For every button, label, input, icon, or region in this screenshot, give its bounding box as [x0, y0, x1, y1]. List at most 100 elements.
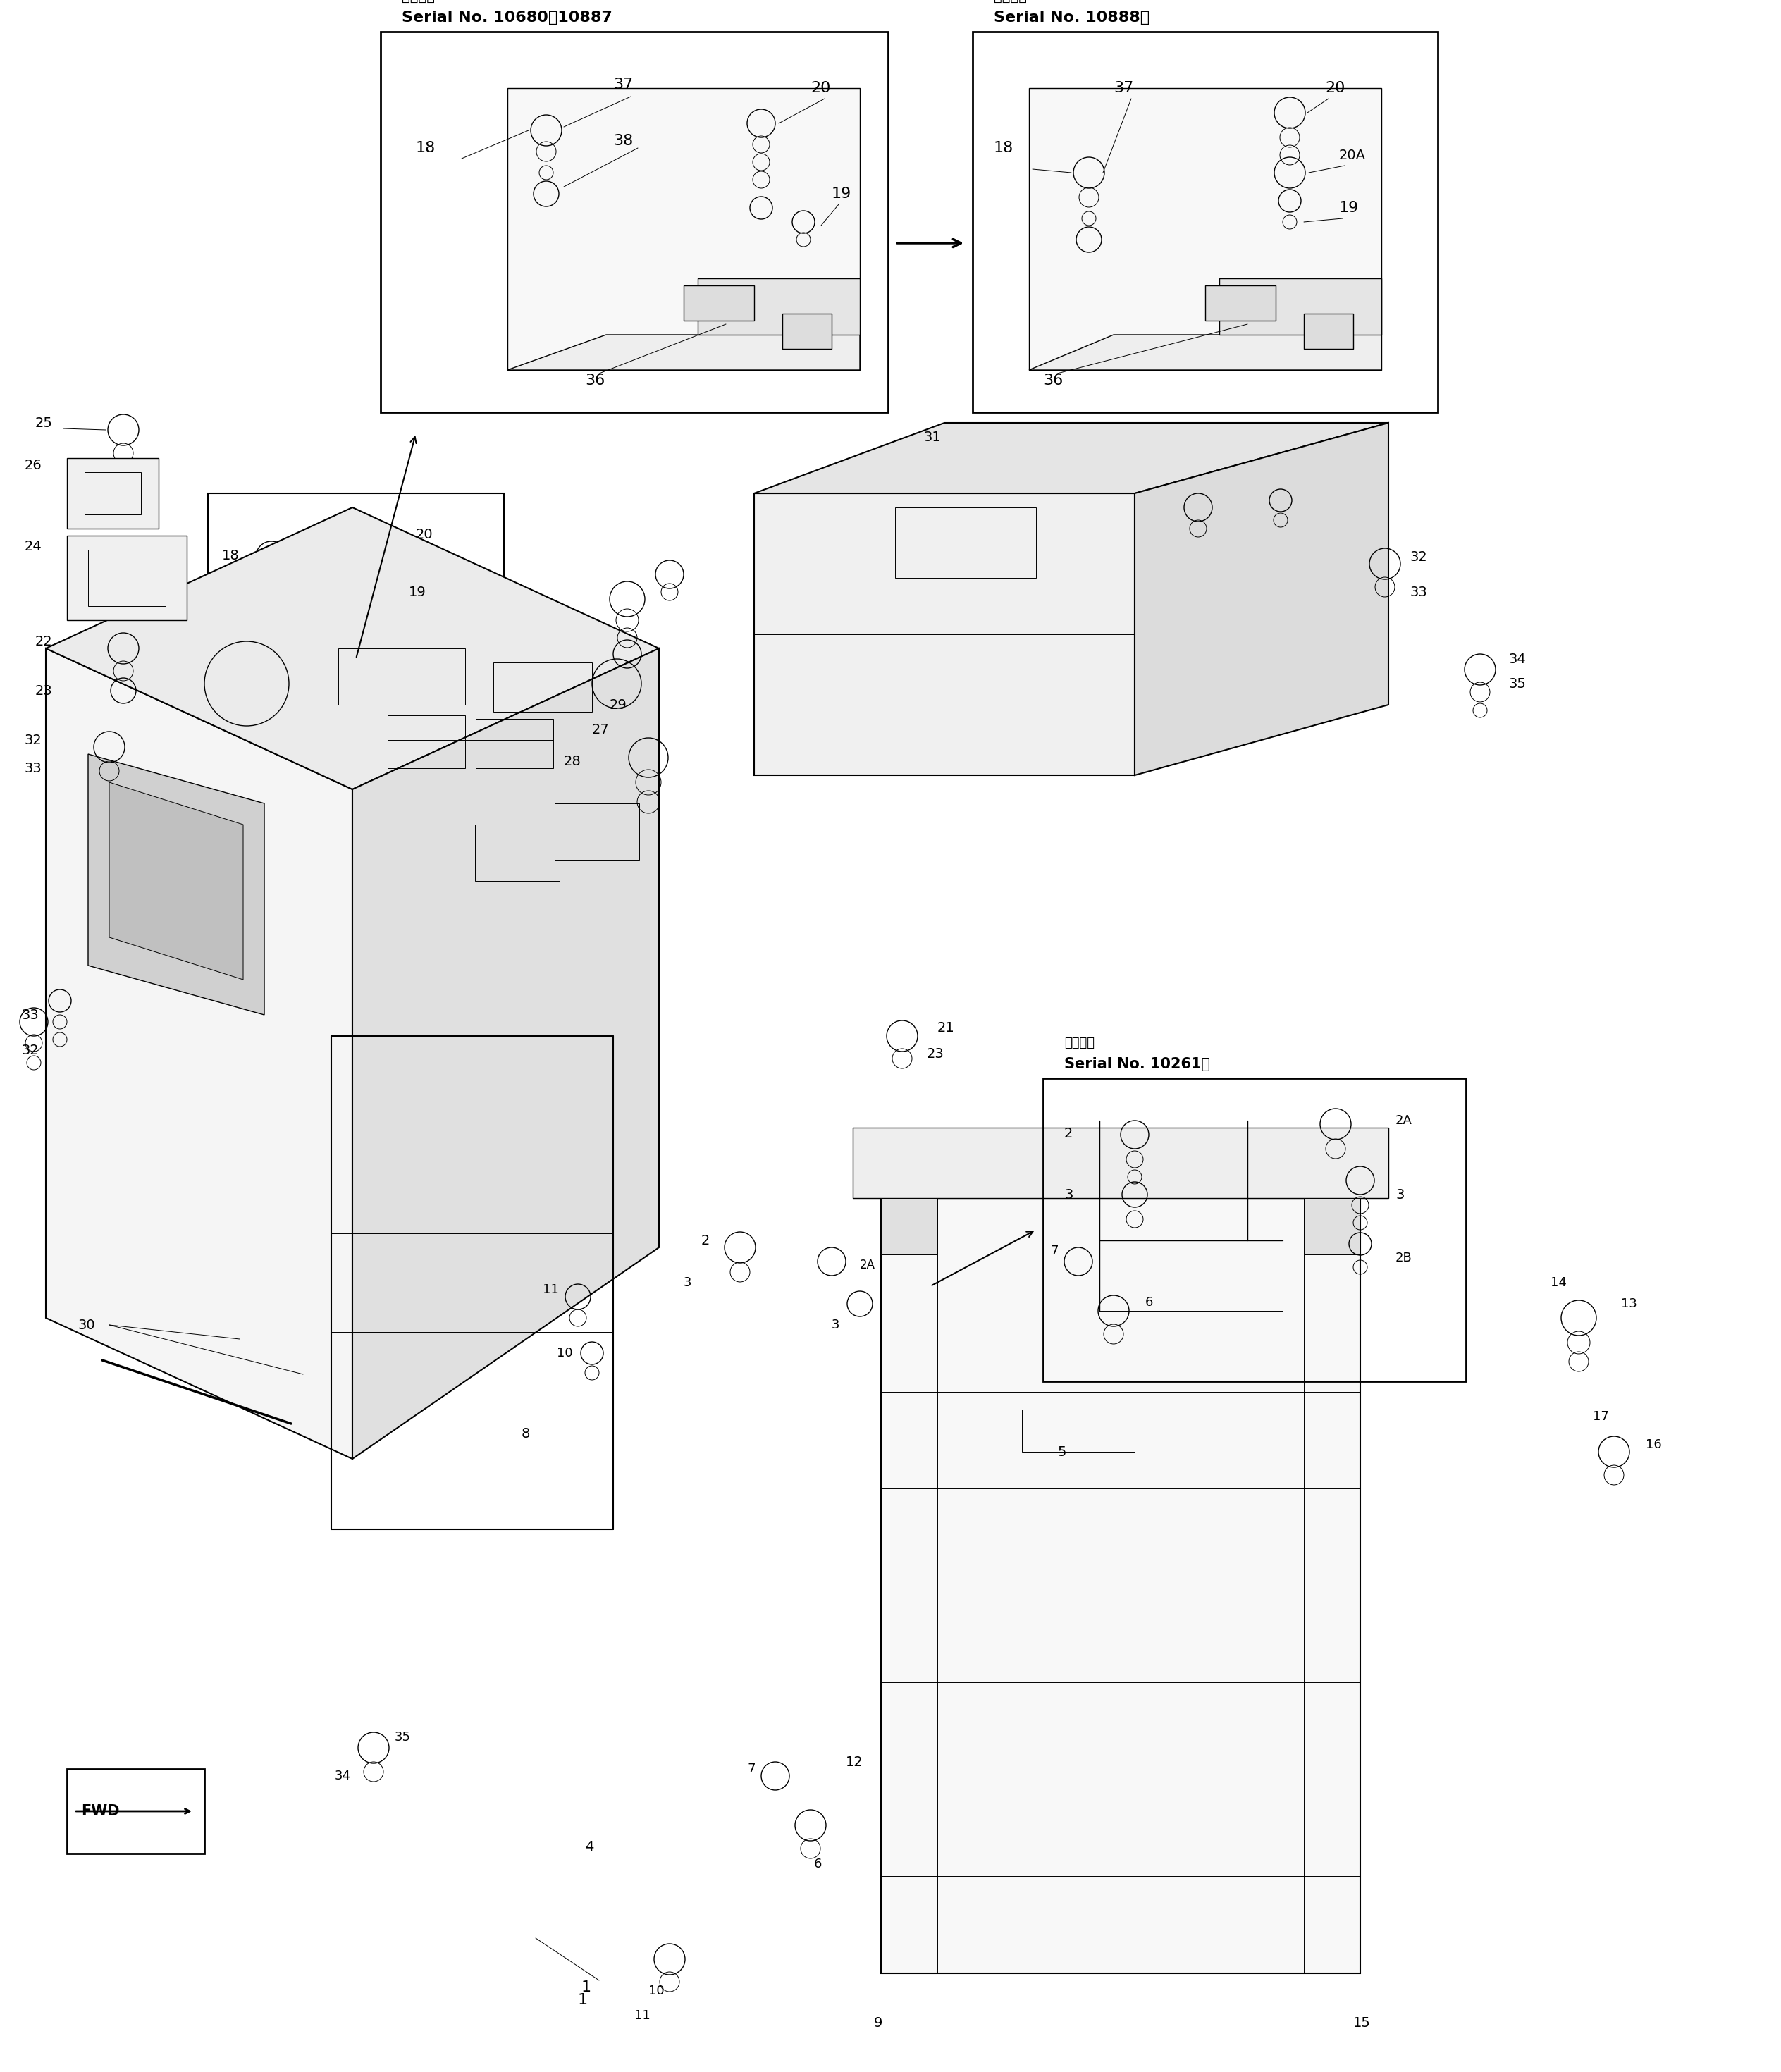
Polygon shape — [1220, 278, 1382, 336]
Text: 23: 23 — [926, 1046, 944, 1061]
Text: 14: 14 — [1551, 1276, 1567, 1289]
Text: 19: 19 — [832, 186, 851, 201]
Bar — [381, 31, 889, 412]
Text: 9: 9 — [874, 2016, 883, 2028]
Polygon shape — [87, 754, 264, 1015]
Bar — [782, 313, 832, 348]
Text: 5: 5 — [1058, 1444, 1067, 1459]
Text: 2: 2 — [1065, 1127, 1072, 1140]
Bar — [1304, 313, 1354, 348]
Text: 36: 36 — [1044, 373, 1063, 387]
Text: 8: 8 — [522, 1428, 531, 1440]
Text: 29: 29 — [609, 698, 627, 711]
Text: 10: 10 — [557, 1347, 573, 1359]
Text: 11: 11 — [543, 1283, 559, 1297]
Text: 25: 25 — [36, 416, 53, 429]
Text: 24: 24 — [25, 539, 43, 553]
Text: 38: 38 — [613, 135, 632, 147]
Polygon shape — [1134, 423, 1389, 775]
Text: 6: 6 — [1145, 1297, 1154, 1310]
Text: 17: 17 — [1592, 1411, 1608, 1423]
Text: 32: 32 — [1409, 549, 1427, 564]
Bar — [87, 549, 166, 607]
Text: 適用号機: 適用号機 — [1065, 1036, 1095, 1048]
Polygon shape — [109, 783, 244, 980]
Polygon shape — [46, 508, 659, 789]
Bar — [1044, 1077, 1466, 1382]
Polygon shape — [753, 493, 1134, 775]
Text: 適用号機: 適用号機 — [403, 0, 435, 4]
Text: 1: 1 — [581, 1981, 591, 1995]
Bar — [882, 1198, 937, 1254]
Text: 2B: 2B — [1396, 1251, 1412, 1264]
Text: 20: 20 — [810, 81, 830, 95]
Text: 28: 28 — [565, 754, 581, 769]
Text: 7: 7 — [746, 1763, 755, 1776]
Polygon shape — [353, 649, 659, 1459]
Bar — [972, 31, 1437, 412]
Text: 26: 26 — [25, 458, 43, 472]
Bar — [554, 804, 639, 860]
Bar — [1206, 286, 1275, 321]
Text: 2A: 2A — [860, 1258, 874, 1272]
Text: 19: 19 — [410, 584, 426, 599]
Bar — [493, 663, 591, 713]
Text: 3: 3 — [684, 1276, 691, 1289]
Text: 20: 20 — [415, 528, 433, 541]
Polygon shape — [753, 423, 1389, 493]
Text: 33: 33 — [25, 762, 43, 775]
Polygon shape — [46, 649, 353, 1459]
Bar — [476, 825, 559, 881]
Bar — [388, 715, 465, 769]
Polygon shape — [1029, 89, 1382, 371]
Text: 12: 12 — [846, 1755, 864, 1769]
Bar — [68, 537, 187, 620]
Text: 27: 27 — [591, 723, 609, 736]
Text: FWD: FWD — [82, 1805, 119, 1819]
Text: 35: 35 — [395, 1730, 411, 1743]
Text: 19: 19 — [1339, 201, 1359, 215]
Text: 33: 33 — [1409, 584, 1427, 599]
Text: 31: 31 — [923, 431, 940, 443]
Text: 22: 22 — [36, 634, 53, 649]
Text: 34: 34 — [1509, 653, 1526, 665]
Text: Serial No. 10261～: Serial No. 10261～ — [1065, 1057, 1209, 1071]
Text: 32: 32 — [25, 733, 43, 746]
Bar — [1304, 1198, 1361, 1254]
Bar — [896, 508, 1037, 578]
Polygon shape — [1029, 336, 1382, 371]
Text: 13: 13 — [1621, 1297, 1637, 1310]
Text: Serial No. 10680～10887: Serial No. 10680～10887 — [403, 10, 613, 25]
Text: 32: 32 — [21, 1044, 39, 1057]
Text: 10: 10 — [648, 1985, 664, 1997]
Text: 34: 34 — [335, 1769, 351, 1782]
Text: 2: 2 — [702, 1233, 711, 1247]
Text: 33: 33 — [21, 1009, 39, 1021]
Bar — [1022, 1409, 1134, 1452]
Text: 1: 1 — [577, 1993, 588, 2008]
Polygon shape — [508, 336, 860, 371]
Text: 2A: 2A — [1396, 1115, 1412, 1127]
Text: 20A: 20A — [1339, 149, 1366, 162]
Bar — [68, 1769, 205, 1854]
Text: 23: 23 — [36, 684, 53, 698]
Text: 3: 3 — [1396, 1187, 1403, 1202]
Text: 4: 4 — [584, 1840, 593, 1852]
Polygon shape — [882, 1198, 1361, 1973]
Bar — [68, 458, 159, 528]
Bar — [84, 472, 141, 514]
Text: 適用号機: 適用号機 — [994, 0, 1028, 4]
Bar — [338, 649, 465, 704]
Text: 16: 16 — [1646, 1438, 1662, 1450]
Text: 35: 35 — [1509, 678, 1526, 690]
Text: 21: 21 — [937, 1021, 955, 1034]
Bar — [684, 286, 753, 321]
Text: 36: 36 — [584, 373, 606, 387]
Text: 15: 15 — [1354, 2016, 1371, 2028]
Bar — [208, 493, 504, 649]
Polygon shape — [698, 278, 860, 336]
Text: 30: 30 — [78, 1318, 94, 1332]
Text: 37: 37 — [613, 77, 632, 91]
Text: 11: 11 — [634, 2010, 650, 2022]
Bar — [476, 719, 554, 769]
